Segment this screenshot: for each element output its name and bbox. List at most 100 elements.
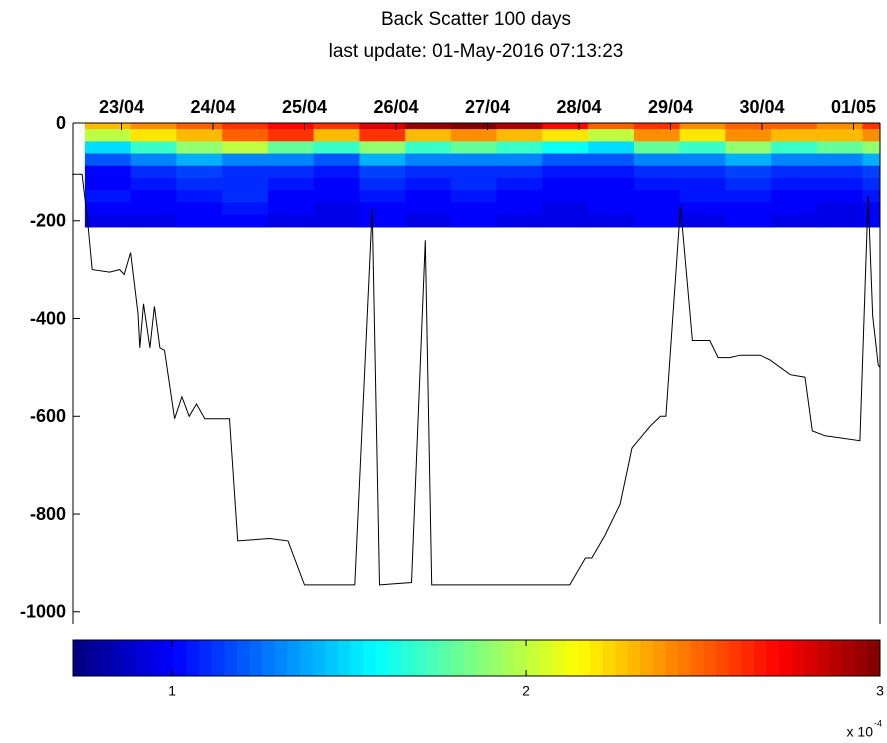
heatmap-cell — [862, 153, 880, 167]
colorbar-cell — [589, 640, 604, 676]
heatmap-cell — [130, 177, 177, 191]
heatmap-cell — [176, 129, 223, 142]
colorbar-cell — [514, 640, 528, 676]
heatmap-cell — [542, 153, 589, 167]
colorbar-cell — [299, 640, 314, 676]
heatmap-cell — [450, 177, 498, 191]
heatmap-cell — [725, 141, 772, 155]
heatmap-cell — [816, 123, 864, 130]
heatmap-cell — [313, 214, 360, 228]
colorbar-cell — [199, 640, 213, 676]
heatmap-cell — [176, 123, 223, 130]
heatmap-cell — [633, 214, 681, 228]
y-tick-label: -1000 — [20, 602, 66, 622]
y-tick-label: -400 — [30, 308, 66, 328]
heatmap-cell — [679, 202, 726, 216]
heatmap-cell — [130, 165, 177, 179]
heatmap-cell — [679, 123, 726, 130]
heatmap-cell — [222, 153, 269, 167]
heatmap-cell — [313, 123, 360, 130]
colorbar-cell — [325, 640, 339, 676]
heatmap-cell — [313, 129, 360, 142]
heatmap-cell — [816, 165, 864, 179]
heatmap-cell — [405, 190, 452, 204]
heatmap-cell — [771, 190, 818, 204]
heatmap-cell — [405, 153, 452, 167]
heatmap-cell — [405, 214, 452, 228]
heatmap-cell — [313, 141, 360, 155]
colorbar-cell — [211, 640, 225, 676]
heatmap-cell — [771, 202, 818, 216]
heatmap-cell — [359, 141, 406, 155]
heatmap-cell — [176, 153, 223, 167]
heatmap-cell — [862, 177, 880, 191]
heatmap-cell — [84, 141, 132, 155]
heatmap-cell — [84, 177, 132, 191]
colorbar-cell — [627, 640, 641, 676]
heatmap-cell — [588, 153, 635, 167]
heatmap-cell — [130, 214, 177, 228]
heatmap-cell — [313, 190, 360, 204]
heatmap-cell — [588, 165, 635, 179]
heatmap-cell — [405, 165, 452, 179]
colorbar-cell — [791, 640, 805, 676]
heatmap-cell — [267, 165, 315, 179]
colorbar-cell — [186, 640, 200, 676]
heatmap-cell — [679, 141, 726, 155]
colorbar-cell — [741, 640, 755, 676]
heatmap-cell — [450, 202, 498, 216]
heatmap-cell — [405, 177, 452, 191]
chart-title: Back Scatter 100 days — [381, 9, 571, 30]
heatmap-cell — [84, 123, 132, 130]
heatmap-cell — [588, 123, 635, 130]
x-tick-label: 24/04 — [190, 97, 235, 117]
heatmap-cell — [222, 177, 269, 191]
heatmap-cell — [542, 141, 589, 155]
x-tick-label: 25/04 — [282, 97, 327, 117]
heatmap-cell — [633, 202, 681, 216]
heatmap-cell — [267, 129, 315, 142]
colorbar-cell — [867, 640, 881, 676]
colorbar-cell — [451, 640, 465, 676]
heatmap-cell — [679, 153, 726, 167]
colorbar-cell — [602, 640, 616, 676]
colorbar-cell — [703, 640, 717, 676]
heatmap-cell — [405, 141, 452, 155]
colorbar-cell — [766, 640, 780, 676]
heatmap-cell — [816, 177, 864, 191]
colorbar-cell — [262, 640, 276, 676]
colorbar-cell — [816, 640, 831, 676]
heatmap-cell — [450, 129, 498, 142]
heatmap-cell — [450, 141, 498, 155]
heatmap-cell — [222, 165, 269, 179]
heatmap-cell — [313, 153, 360, 167]
heatmap-cell — [679, 165, 726, 179]
heatmap-cell — [496, 214, 543, 228]
colorbar-cell — [678, 640, 692, 676]
colorbar-cell — [842, 640, 856, 676]
heatmap-cell — [771, 129, 818, 142]
heatmap-cell — [267, 190, 315, 204]
heatmap-cell — [496, 190, 543, 204]
heatmap-cell — [633, 190, 681, 204]
heatmap-cell — [450, 123, 498, 130]
x-tick-label: 26/04 — [373, 97, 418, 117]
heatmap-cell — [496, 165, 543, 179]
x-tick-label: 28/04 — [556, 97, 601, 117]
colorbar-cell — [98, 640, 112, 676]
x-tick-label: 23/04 — [99, 97, 144, 117]
heatmap-cell — [176, 177, 223, 191]
x-tick-label: 01/05 — [831, 97, 876, 117]
heatmap-cell — [359, 129, 406, 142]
heatmap-cell — [176, 214, 223, 228]
heatmap-cell — [84, 153, 132, 167]
heatmap-cell — [359, 153, 406, 167]
colorbar-cell — [337, 640, 351, 676]
x-tick-label: 29/04 — [648, 97, 693, 117]
y-tick-label: -200 — [30, 211, 66, 231]
heatmap-cell — [84, 165, 132, 179]
chart-subtitle: last update: 01-May-2016 07:13:23 — [329, 41, 624, 62]
colorbar-cell — [363, 640, 377, 676]
heatmap-cell — [862, 190, 880, 204]
colorbar-cell — [224, 640, 238, 676]
